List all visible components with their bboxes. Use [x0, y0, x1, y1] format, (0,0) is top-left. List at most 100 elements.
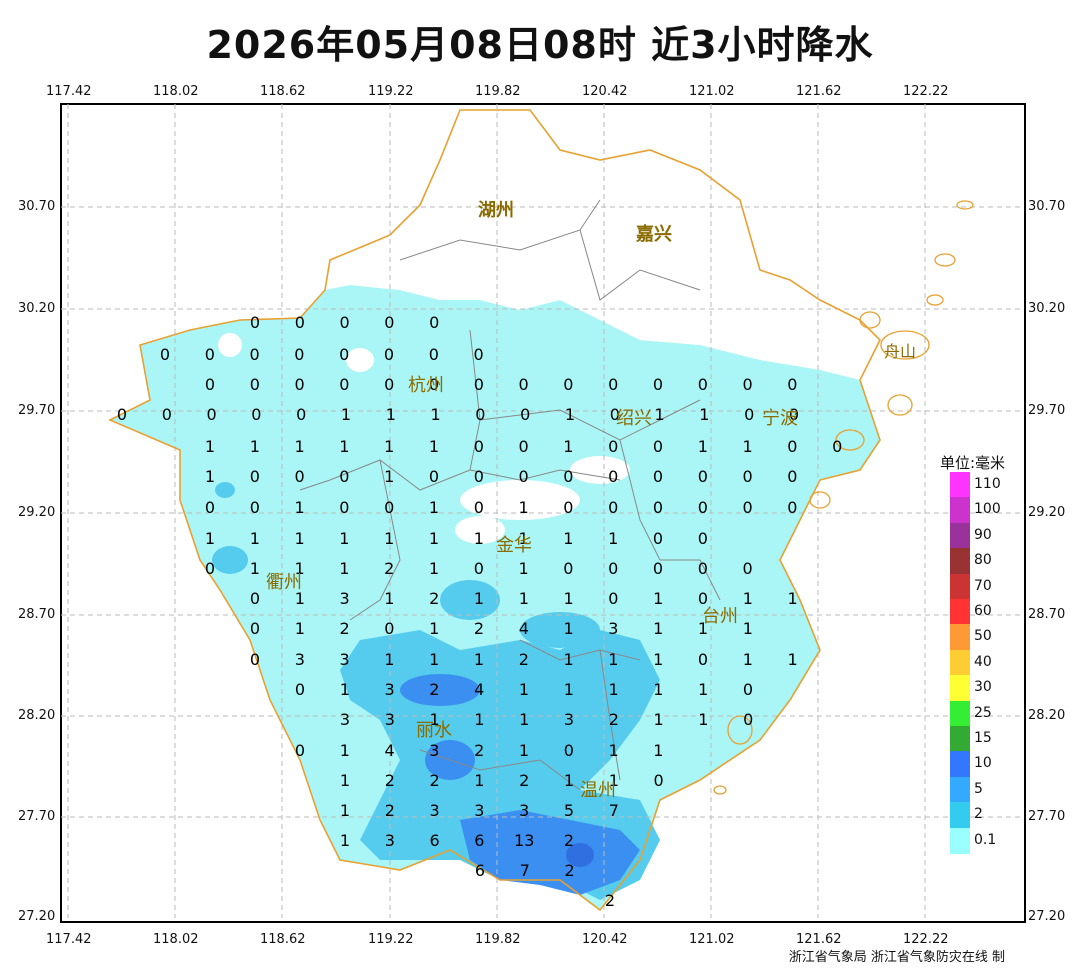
map-title: 2026年05月08日08时 近3小时降水 — [206, 23, 874, 67]
rain-area-heavy — [460, 810, 640, 895]
station-value: 0 — [339, 345, 349, 364]
station-value: 0 — [205, 375, 215, 394]
lat-left-4: 28.70 — [18, 607, 56, 622]
station-value: 0 — [608, 498, 618, 517]
station-value: 1 — [474, 529, 484, 548]
station-value: 0 — [564, 741, 574, 760]
legend-label: 90 — [974, 526, 992, 543]
station-value: 3 — [385, 680, 395, 699]
station-value: 2 — [474, 741, 484, 760]
station-value: 1 — [429, 619, 439, 638]
station-value: 1 — [698, 619, 708, 638]
station-value: 1 — [429, 498, 439, 517]
station-value: 0 — [250, 650, 260, 669]
lon-top-6: 121.02 — [689, 84, 735, 99]
station-value: 3 — [340, 650, 350, 669]
station-value: 4 — [385, 741, 395, 760]
station-value: 1 — [340, 831, 350, 850]
station-value: 0 — [250, 498, 260, 517]
station-value: 0 — [295, 680, 305, 699]
station-value: 0 — [832, 437, 842, 456]
station-value: 4 — [474, 680, 484, 699]
station-value: 1 — [474, 710, 484, 729]
station-value: 1 — [519, 559, 529, 578]
lon-bottom-4: 119.82 — [475, 932, 521, 947]
station-value: 0 — [340, 313, 350, 332]
station-value: 1 — [295, 437, 305, 456]
lat-right-6: 27.70 — [1028, 809, 1066, 824]
station-value: 0 — [653, 467, 663, 486]
station-value: 1 — [340, 680, 350, 699]
legend-label: 40 — [974, 653, 992, 670]
station-value: 0 — [429, 375, 439, 394]
station-value: 0 — [743, 375, 753, 394]
station-value: 0 — [519, 437, 529, 456]
station-value: 0 — [474, 559, 484, 578]
station-value: 6 — [430, 831, 440, 850]
station-value: 3 — [340, 710, 350, 729]
station-value: 1 — [653, 741, 663, 760]
no-rain-area — [320, 110, 880, 360]
station-value: 1 — [431, 405, 441, 424]
station-value: 1 — [339, 529, 349, 548]
station-value: 1 — [340, 801, 350, 820]
station-value: 1 — [429, 559, 439, 578]
lon-bottom-1: 118.02 — [153, 932, 199, 947]
city-label-zhoushan: 舟山 — [884, 342, 917, 361]
lon-bottom-8: 122.22 — [903, 932, 949, 947]
legend-label: 70 — [974, 577, 992, 594]
city-label-lishui: 丽水 — [416, 720, 452, 741]
station-value: 1 — [340, 771, 350, 790]
station-value: 1 — [205, 529, 215, 548]
station-value: 3 — [385, 710, 395, 729]
station-value: 1 — [609, 741, 619, 760]
station-value: 0 — [789, 405, 799, 424]
lat-left-7: 27.20 — [18, 909, 56, 924]
lon-top-5: 120.42 — [582, 84, 628, 99]
station-value: 2 — [384, 559, 394, 578]
station-value: 1 — [474, 589, 484, 608]
lon-bottom-0: 117.42 — [46, 932, 92, 947]
legend-label: 2 — [974, 806, 983, 823]
station-value: 0 — [384, 345, 394, 364]
station-value: 1 — [653, 619, 663, 638]
station-value: 2 — [385, 771, 395, 790]
station-value: 0 — [117, 405, 127, 424]
station-value: 0 — [207, 405, 217, 424]
station-value: 1 — [788, 650, 798, 669]
station-value: 1 — [519, 498, 529, 517]
station-value: 0 — [563, 467, 573, 486]
station-value: 4 — [519, 619, 529, 638]
lon-top-8: 122.22 — [903, 84, 949, 99]
station-value: 3 — [385, 831, 395, 850]
station-value: 0 — [608, 437, 618, 456]
station-value: 0 — [698, 467, 708, 486]
station-value: 0 — [294, 345, 304, 364]
station-value: 0 — [162, 405, 172, 424]
station-value: 1 — [384, 437, 394, 456]
station-value: 1 — [519, 680, 529, 699]
city-label-ningbo: 宁波 — [762, 408, 798, 429]
station-value: 2 — [430, 771, 440, 790]
station-value: 1 — [339, 559, 349, 578]
station-value: 0 — [295, 741, 305, 760]
station-value: 1 — [653, 650, 663, 669]
station-value: 0 — [563, 375, 573, 394]
station-value: 0 — [698, 589, 708, 608]
station-value: 0 — [520, 405, 530, 424]
station-value: 0 — [698, 559, 708, 578]
legend-swatch — [950, 548, 970, 575]
station-value: 0 — [339, 498, 349, 517]
city-label-quzhou: 衢州 — [266, 572, 302, 593]
station-value: 0 — [250, 345, 260, 364]
station-value: 0 — [519, 467, 529, 486]
station-value: 2 — [385, 801, 395, 820]
station-value: 1 — [519, 589, 529, 608]
station-value: 0 — [787, 467, 797, 486]
station-value: 0 — [250, 467, 260, 486]
legend-swatch — [950, 675, 970, 702]
lon-top-7: 121.62 — [796, 84, 842, 99]
station-value: 0 — [608, 589, 618, 608]
lon-bottom-2: 118.62 — [260, 932, 306, 947]
station-value: 0 — [339, 375, 349, 394]
